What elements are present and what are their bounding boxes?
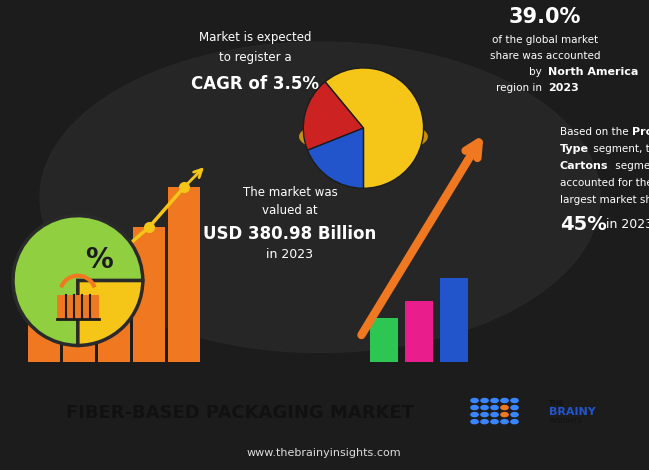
Circle shape [471,420,478,423]
Bar [28,307,60,362]
Circle shape [511,406,518,409]
Ellipse shape [40,42,600,352]
Circle shape [481,420,488,423]
Text: Type: Type [560,144,589,154]
Text: largest market share of: largest market share of [560,195,649,205]
Text: to register a: to register a [219,51,291,63]
Text: FIBER-BASED PACKAGING MARKET: FIBER-BASED PACKAGING MARKET [66,404,414,422]
Text: %: % [85,246,112,274]
Circle shape [471,399,478,402]
Text: in 2023: in 2023 [602,218,649,231]
Text: Product: Product [632,127,649,137]
Circle shape [491,420,498,423]
Bar [370,318,398,362]
Bar [133,227,165,362]
Bar [63,282,95,362]
Text: CAGR of 3.5%: CAGR of 3.5% [191,75,319,93]
Circle shape [501,399,508,402]
Text: Cartons: Cartons [560,161,609,171]
Text: segment, the: segment, the [590,144,649,154]
Bar [98,257,130,362]
Circle shape [511,420,518,423]
Text: www.thebrainyinsights.com: www.thebrainyinsights.com [247,448,401,458]
Circle shape [511,399,518,402]
Bar [440,278,468,362]
Text: accounted for the: accounted for the [560,178,649,188]
Text: North America: North America [548,67,639,77]
Circle shape [481,399,488,402]
Wedge shape [13,216,143,345]
Circle shape [491,406,498,409]
Text: INSIGHTS: INSIGHTS [549,418,582,423]
Text: 45%: 45% [560,215,607,234]
Text: 39.0%: 39.0% [509,7,582,27]
Text: 2023: 2023 [548,83,579,93]
Circle shape [501,406,508,409]
Wedge shape [78,281,143,345]
Text: in 2023: in 2023 [267,248,313,261]
Wedge shape [303,82,363,150]
Text: valued at: valued at [262,204,318,217]
Circle shape [481,413,488,416]
Text: THE: THE [549,400,565,406]
Bar [405,301,433,362]
Circle shape [471,413,478,416]
Text: The market was: The market was [243,186,337,199]
Text: segment: segment [612,161,649,171]
Circle shape [511,413,518,416]
Circle shape [501,413,508,416]
Ellipse shape [300,119,427,154]
Wedge shape [325,68,424,188]
Text: Based on the: Based on the [560,127,632,137]
Text: region in: region in [496,83,545,93]
Text: of the global market: of the global market [492,35,598,45]
Circle shape [481,406,488,409]
Text: USD 380.98 Billion: USD 380.98 Billion [203,225,376,243]
Text: share was accounted: share was accounted [490,51,600,61]
Text: BRAINY: BRAINY [549,407,596,416]
Circle shape [471,406,478,409]
Text: by: by [529,67,545,77]
Circle shape [491,413,498,416]
Text: Market is expected: Market is expected [199,31,312,44]
Circle shape [501,420,508,423]
FancyBboxPatch shape [57,295,99,320]
Wedge shape [308,128,363,188]
Bar [168,187,200,362]
Circle shape [491,399,498,402]
